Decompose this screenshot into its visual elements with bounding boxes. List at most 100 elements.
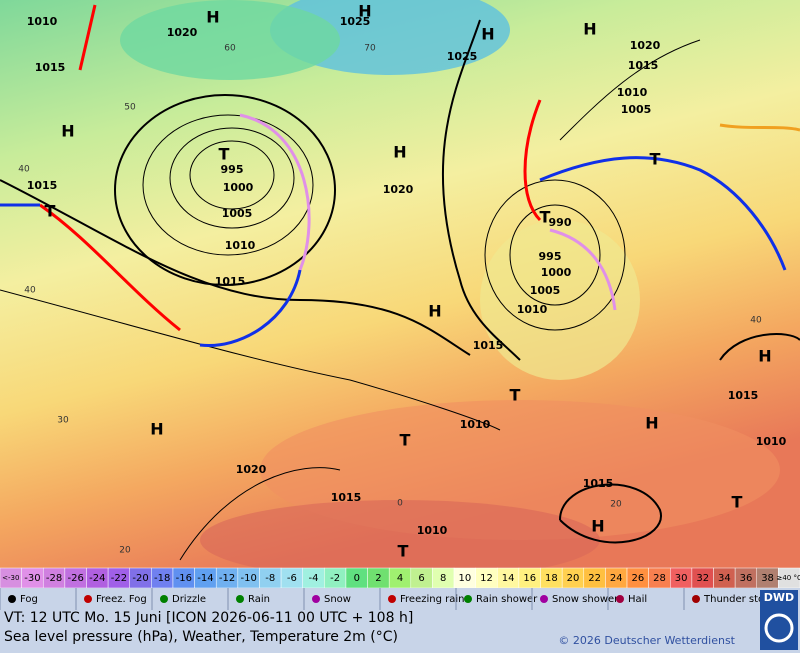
map-description: Sea level pressure (hPa), Weather, Tempe… <box>4 629 398 645</box>
scale-label: 38 <box>761 573 774 584</box>
legend-icon <box>388 595 396 603</box>
isobar-label: 1010 <box>27 15 58 28</box>
legend-label: Freezing rain <box>400 594 464 605</box>
isobar-label: 1005 <box>530 284 561 297</box>
scale-label: 8 <box>440 573 446 584</box>
pressure-center: H <box>481 25 494 44</box>
copyright: © 2026 Deutscher Wetterdienst <box>558 634 735 647</box>
scale-label: 22 <box>588 573 601 584</box>
scale-label: ≥40 °C <box>776 574 800 582</box>
land-area <box>480 220 640 380</box>
scale-label: 16 <box>523 573 536 584</box>
isobar-label: 995 <box>221 163 244 176</box>
legend-icon <box>84 595 92 603</box>
legend-icon <box>160 595 168 603</box>
legend-label: Hail <box>628 594 647 605</box>
scale-label: -6 <box>287 573 297 584</box>
isotherm-label: 50 <box>124 103 136 113</box>
occluded-front <box>239 113 311 271</box>
stationary-front <box>719 123 800 132</box>
map-labels: 101010201025HH1015H9951000T1005101010151… <box>18 2 786 561</box>
warm-front <box>523 99 542 222</box>
scale-label: -28 <box>46 573 62 584</box>
scale-label: -12 <box>219 573 235 584</box>
isobar-label: 1025 <box>340 15 371 28</box>
isobar-label: 1000 <box>541 266 572 279</box>
legend-icon <box>312 595 320 603</box>
valid-time: VT: 12 UTC Mo. 15 Juni [ICON 2026-06-11 … <box>4 610 413 626</box>
scale-label: -4 <box>309 573 319 584</box>
warm-front <box>39 203 181 332</box>
pressure-center: T <box>400 431 411 450</box>
scale-label: 12 <box>480 573 493 584</box>
isobar-label: 1015 <box>473 339 504 352</box>
isotherm-label: 0 <box>397 499 403 509</box>
scale-label: 24 <box>610 573 623 584</box>
scale-label: 30 <box>675 573 688 584</box>
dwd-logo-text: DWD <box>764 591 794 604</box>
pressure-center: T <box>219 145 230 164</box>
isobar-label: 1015 <box>27 179 58 192</box>
scale-label: -18 <box>154 573 170 584</box>
scale-label: 28 <box>653 573 666 584</box>
scale-label: 26 <box>631 573 644 584</box>
isobar-label: 1010 <box>460 418 491 431</box>
pressure-center: T <box>510 386 521 405</box>
scale-label: -14 <box>197 573 213 584</box>
weather-legend: Fog Freez. Fog Drizzle Rain Snow Freezing rai… <box>0 588 778 610</box>
scale-label: -16 <box>176 573 192 584</box>
pressure-center: H <box>591 517 604 536</box>
isobar-label: 995 <box>539 250 562 263</box>
pressure-center: H <box>358 2 371 21</box>
cool-area <box>120 0 340 80</box>
pressure-center: H <box>61 122 74 141</box>
pressure-center: H <box>645 414 658 433</box>
scale-label: -30 <box>24 573 40 584</box>
isobar-label: 1015 <box>628 59 659 72</box>
hot-area <box>200 500 600 580</box>
isobar-label: 1015 <box>583 477 614 490</box>
scale-label: 20 <box>567 573 580 584</box>
scale-label: 10 <box>458 573 471 584</box>
isobar-label: 1015 <box>331 491 362 504</box>
legend-label: Freez. Fog <box>96 594 147 605</box>
scale-label: -10 <box>240 573 256 584</box>
pressure-center: T <box>45 202 56 221</box>
isotherm-label: 20 <box>119 546 131 556</box>
occluded-front <box>549 228 617 311</box>
isobar-label: 1010 <box>617 86 648 99</box>
legend-icon <box>616 595 624 603</box>
legend-icon <box>540 595 548 603</box>
isobar-label: 1020 <box>167 26 198 39</box>
pressure-center: H <box>150 420 163 439</box>
legend-label: Snow <box>324 594 351 605</box>
isobar-label: 1010 <box>756 435 787 448</box>
isotherm-label: 40 <box>24 286 36 296</box>
scale-label: -8 <box>265 573 275 584</box>
isobar-label: 1020 <box>630 39 661 52</box>
pressure-center: H <box>758 347 771 366</box>
pressure-center: H <box>428 302 441 321</box>
isobar-label: 1005 <box>621 103 652 116</box>
isobar-label: 1010 <box>225 239 256 252</box>
footer-background <box>0 588 800 653</box>
scale-label: -22 <box>111 573 127 584</box>
isotherm-label: 20 <box>610 500 622 510</box>
isobar-label: 1015 <box>728 389 759 402</box>
scale-label: 6 <box>418 573 424 584</box>
isobar-label: 990 <box>549 216 572 229</box>
legend-label: Rain shower <box>476 594 538 605</box>
legend-icon <box>236 595 244 603</box>
scale-label: 18 <box>545 573 558 584</box>
pressure-center: T <box>650 150 661 169</box>
pressure-center: H <box>206 8 219 27</box>
pressure-center: T <box>540 208 551 227</box>
warm-front <box>78 4 97 71</box>
scale-label: 34 <box>718 573 731 584</box>
legend-icon <box>692 595 700 603</box>
legend-icon <box>464 595 472 603</box>
cold-front <box>199 269 302 348</box>
legend-label: Snow shower <box>552 594 619 605</box>
scale-label: 36 <box>740 573 753 584</box>
